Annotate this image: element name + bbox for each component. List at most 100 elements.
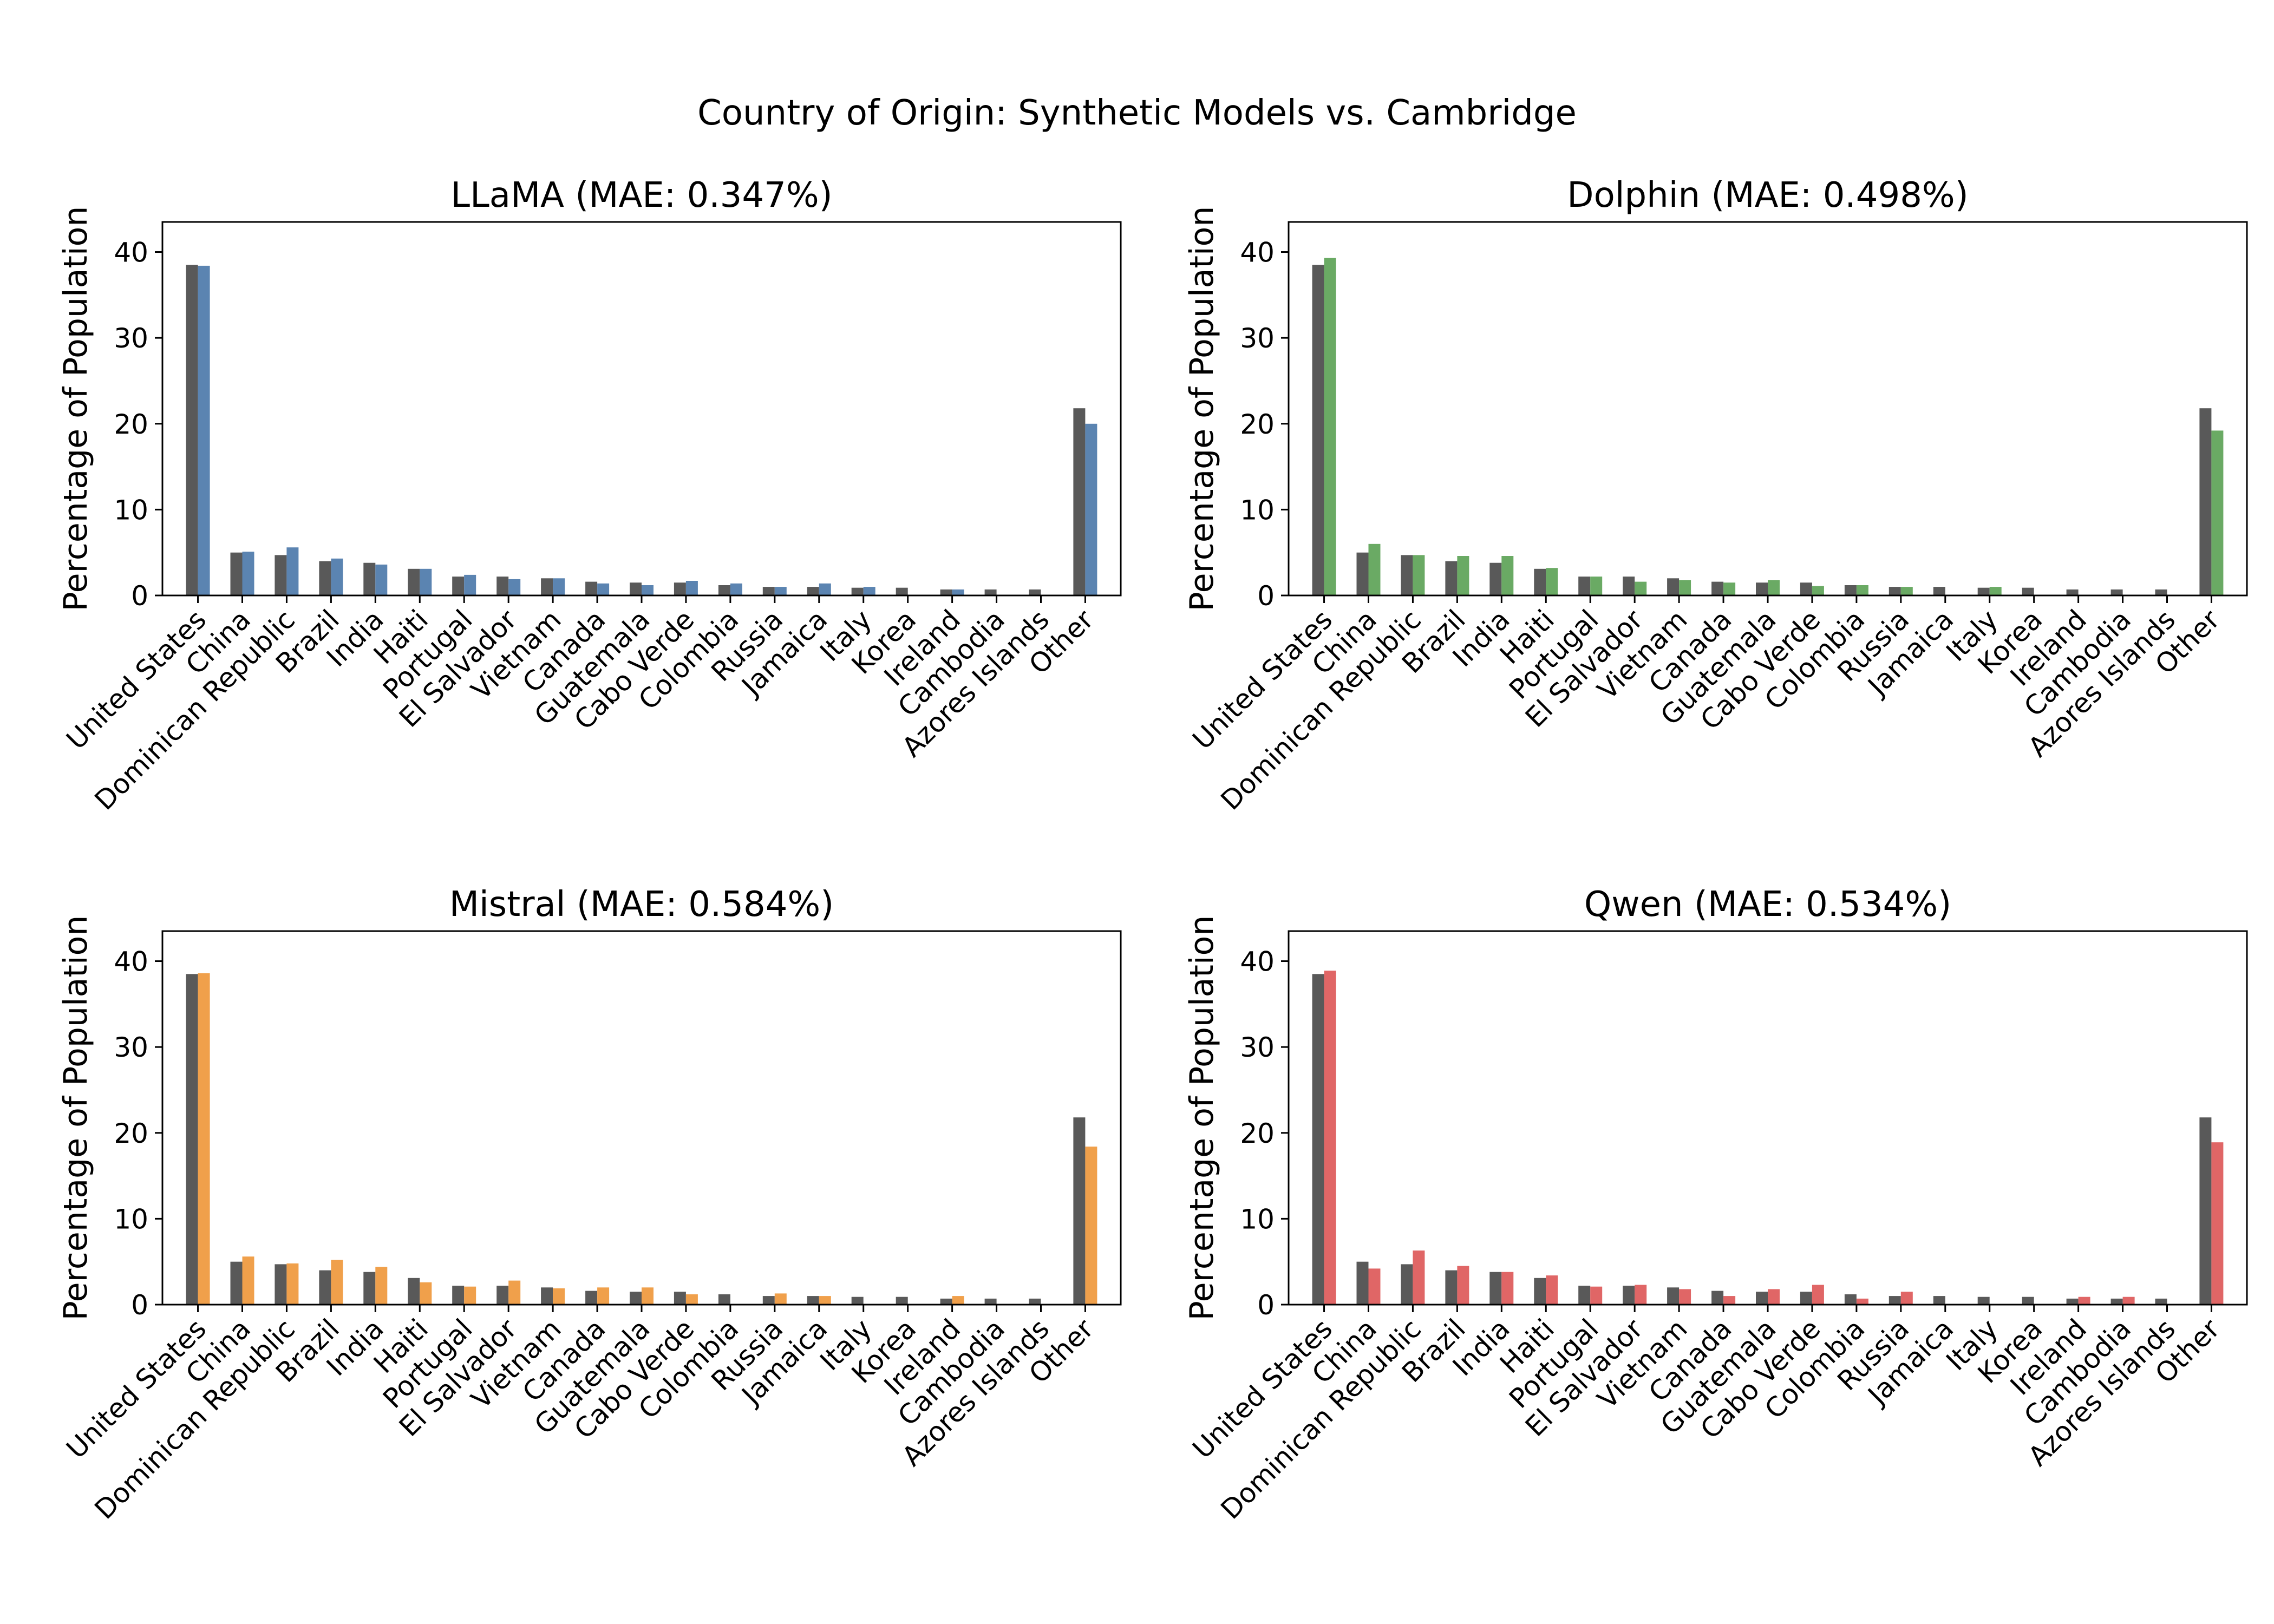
bar-reference bbox=[319, 1270, 331, 1305]
bar-reference bbox=[2199, 1117, 2212, 1305]
y-tick-label: 40 bbox=[114, 946, 148, 978]
bar-reference bbox=[1623, 577, 1635, 595]
bar-model bbox=[774, 1293, 787, 1305]
bar-model bbox=[1900, 1292, 1913, 1305]
bar-model bbox=[2211, 1142, 2224, 1305]
bar-reference bbox=[896, 1296, 908, 1305]
bar-reference bbox=[1889, 1296, 1901, 1305]
bar-reference bbox=[674, 582, 686, 595]
bar-reference bbox=[1889, 587, 1901, 595]
bar-model bbox=[286, 547, 299, 595]
bar-model bbox=[553, 578, 565, 595]
bar-reference bbox=[762, 1296, 775, 1305]
bar-reference bbox=[1073, 408, 1086, 595]
bar-model bbox=[1546, 568, 1558, 595]
bar-reference bbox=[1489, 1272, 1502, 1305]
bar-reference bbox=[408, 1278, 420, 1305]
bar-reference bbox=[2155, 589, 2167, 595]
bar-reference bbox=[762, 587, 775, 595]
bar-model bbox=[730, 583, 742, 595]
bar-reference bbox=[230, 1261, 243, 1305]
bar-reference bbox=[1401, 1264, 1413, 1305]
bar-reference bbox=[1933, 1296, 1945, 1305]
bar-reference bbox=[1489, 562, 1502, 595]
bar-reference bbox=[275, 555, 287, 595]
y-tick-label: 10 bbox=[114, 494, 148, 526]
bar-reference bbox=[718, 1294, 730, 1305]
bar-model bbox=[1768, 1289, 1780, 1305]
bar-reference bbox=[452, 577, 465, 595]
bar-model bbox=[863, 587, 875, 595]
y-tick-label: 40 bbox=[114, 237, 148, 269]
bar-model bbox=[1085, 423, 1097, 595]
bar-model bbox=[198, 973, 210, 1305]
bar-model bbox=[242, 1256, 254, 1305]
bar-model bbox=[685, 581, 698, 595]
bar-model bbox=[1900, 587, 1913, 595]
bar-model bbox=[1679, 1289, 1691, 1305]
bar-reference bbox=[1401, 555, 1413, 595]
bar-reference bbox=[630, 582, 642, 595]
bar-reference bbox=[2066, 1298, 2079, 1305]
bar-reference bbox=[585, 581, 598, 595]
panel-title: Mistral (MAE: 0.584%) bbox=[449, 885, 834, 925]
y-tick-label: 30 bbox=[1240, 323, 1275, 354]
y-tick-label: 30 bbox=[1240, 1032, 1275, 1063]
bar-model bbox=[952, 1296, 964, 1305]
y-tick-label: 10 bbox=[114, 1203, 148, 1235]
bar-model bbox=[375, 564, 388, 595]
bar-model bbox=[1368, 1268, 1381, 1305]
bar-reference bbox=[940, 1298, 952, 1305]
y-axis-label: Percentage of Population bbox=[1183, 206, 1221, 612]
bar-model bbox=[1085, 1147, 1097, 1305]
bar-reference bbox=[2022, 587, 2034, 595]
y-tick-label: 40 bbox=[1240, 946, 1275, 978]
bar-reference bbox=[1534, 1278, 1546, 1305]
bar-reference bbox=[1445, 1270, 1458, 1305]
y-axis-label: Percentage of Population bbox=[57, 915, 95, 1321]
bar-reference bbox=[851, 1296, 864, 1305]
bar-reference bbox=[718, 585, 730, 595]
bar-model bbox=[242, 552, 254, 595]
bar-reference bbox=[319, 561, 331, 595]
bar-model bbox=[331, 558, 343, 595]
bar-reference bbox=[2110, 589, 2123, 595]
bar-reference bbox=[851, 587, 864, 595]
panel-title: Dolphin (MAE: 0.498%) bbox=[1567, 175, 1968, 215]
bar-reference bbox=[363, 1272, 376, 1305]
bar-model bbox=[420, 1282, 432, 1305]
bar-model bbox=[1856, 1298, 1868, 1305]
bar-model bbox=[1856, 585, 1868, 595]
y-tick-label: 0 bbox=[1257, 1289, 1275, 1321]
bar-reference bbox=[1667, 578, 1680, 595]
bar-reference bbox=[408, 568, 420, 595]
bar-reference bbox=[363, 562, 376, 595]
bar-reference bbox=[1977, 1296, 1990, 1305]
bar-reference bbox=[1844, 1294, 1857, 1305]
bar-model bbox=[597, 583, 610, 595]
bar-reference bbox=[1756, 582, 1768, 595]
bar-model bbox=[1590, 577, 1603, 595]
y-tick-label: 30 bbox=[114, 1032, 148, 1063]
bar-reference bbox=[1933, 587, 1945, 595]
bar-model bbox=[774, 587, 787, 595]
bar-reference bbox=[1445, 561, 1458, 595]
bar-reference bbox=[1756, 1292, 1768, 1305]
bar-model bbox=[1768, 580, 1780, 595]
y-tick-label: 20 bbox=[1240, 409, 1275, 440]
bar-model bbox=[819, 583, 831, 595]
bar-reference bbox=[984, 589, 997, 595]
bar-reference bbox=[496, 1286, 509, 1305]
bar-reference bbox=[496, 577, 509, 595]
bar-model bbox=[420, 568, 432, 595]
bar-model bbox=[952, 589, 964, 595]
bar-model bbox=[2122, 1296, 2135, 1305]
bar-reference bbox=[1711, 1291, 1724, 1305]
panel-title: LLaMA (MAE: 0.347%) bbox=[450, 175, 832, 215]
y-tick-label: 30 bbox=[114, 323, 148, 354]
bar-model bbox=[1501, 1272, 1514, 1305]
y-axis-label: Percentage of Population bbox=[57, 206, 95, 612]
bar-model bbox=[331, 1260, 343, 1305]
y-axis-label: Percentage of Population bbox=[1183, 915, 1221, 1321]
